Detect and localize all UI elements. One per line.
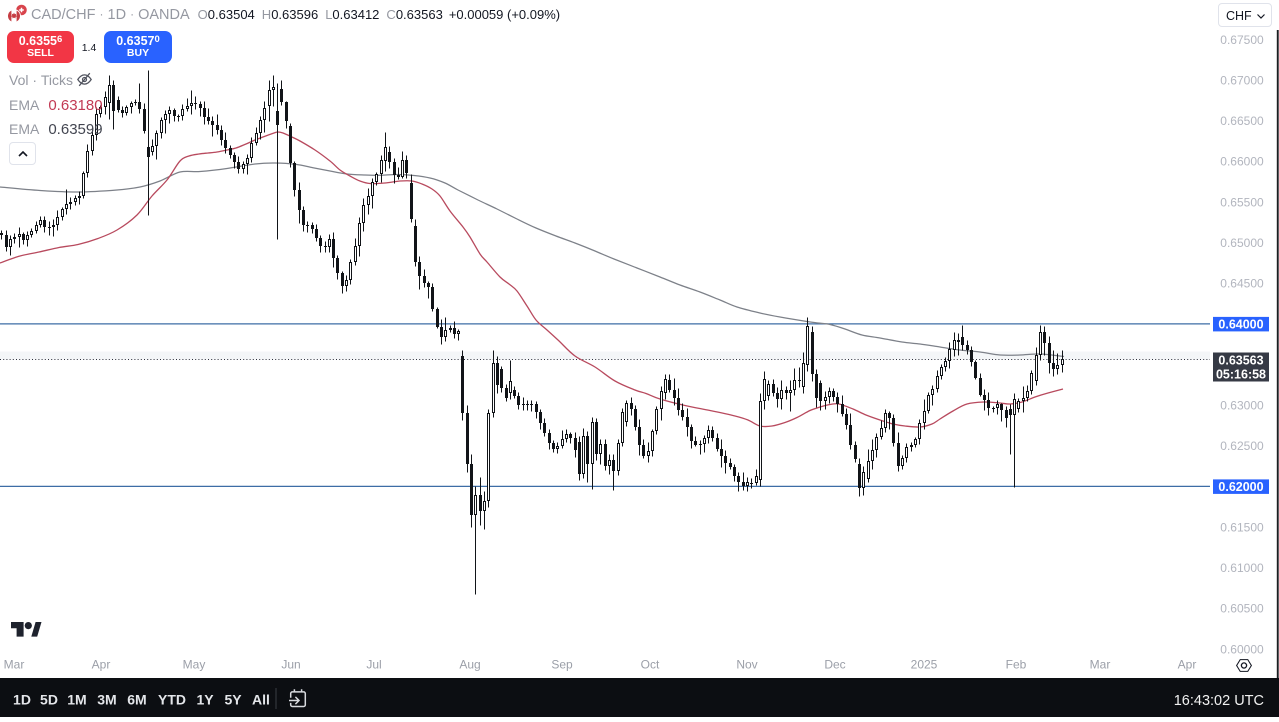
svg-text:0.64000: 0.64000: [1218, 318, 1263, 332]
svg-text:0.63000: 0.63000: [1220, 399, 1264, 413]
svg-text:YTD: YTD: [158, 692, 186, 708]
svg-text:0.61000: 0.61000: [1220, 561, 1264, 575]
svg-text:0.60500: 0.60500: [1220, 602, 1264, 616]
svg-text:Mar: Mar: [4, 658, 25, 672]
svg-text:6M: 6M: [127, 692, 146, 708]
svg-text:0.62000: 0.62000: [1218, 480, 1263, 494]
svg-text:3M: 3M: [97, 692, 116, 708]
svg-text:1D: 1D: [13, 692, 31, 708]
svg-text:0.65000: 0.65000: [1220, 236, 1264, 250]
svg-text:Dec: Dec: [824, 658, 845, 672]
svg-text:0.60000: 0.60000: [1220, 642, 1264, 656]
svg-text:All: All: [252, 692, 270, 708]
svg-text:Mar: Mar: [1090, 658, 1111, 672]
svg-text:0.66500: 0.66500: [1220, 114, 1264, 128]
svg-text:Apr: Apr: [92, 658, 111, 672]
svg-text:Jun: Jun: [281, 658, 300, 672]
svg-text:0.67000: 0.67000: [1220, 73, 1264, 87]
svg-text:05:16:58: 05:16:58: [1216, 368, 1266, 382]
svg-text:1M: 1M: [67, 692, 86, 708]
svg-text:5Y: 5Y: [224, 692, 242, 708]
svg-text:Oct: Oct: [641, 658, 660, 672]
svg-text:0.66000: 0.66000: [1220, 155, 1264, 169]
svg-text:0.63563: 0.63563: [1218, 354, 1263, 368]
svg-text:0.61500: 0.61500: [1220, 520, 1264, 534]
svg-text:May: May: [183, 658, 206, 672]
svg-text:2025: 2025: [911, 658, 938, 672]
svg-text:Jul: Jul: [366, 658, 381, 672]
svg-text:1Y: 1Y: [196, 692, 214, 708]
svg-text:0.64500: 0.64500: [1220, 277, 1264, 291]
svg-text:0.65500: 0.65500: [1220, 195, 1264, 209]
svg-text:0.62500: 0.62500: [1220, 439, 1264, 453]
svg-text:Sep: Sep: [551, 658, 573, 672]
svg-text:Feb: Feb: [1006, 658, 1027, 672]
svg-text:5D: 5D: [40, 692, 58, 708]
svg-text:16:43:02 UTC: 16:43:02 UTC: [1174, 693, 1264, 709]
svg-text:Aug: Aug: [459, 658, 480, 672]
svg-text:Nov: Nov: [736, 658, 757, 672]
svg-text:0.67500: 0.67500: [1220, 33, 1264, 47]
svg-text:Apr: Apr: [1178, 658, 1197, 672]
